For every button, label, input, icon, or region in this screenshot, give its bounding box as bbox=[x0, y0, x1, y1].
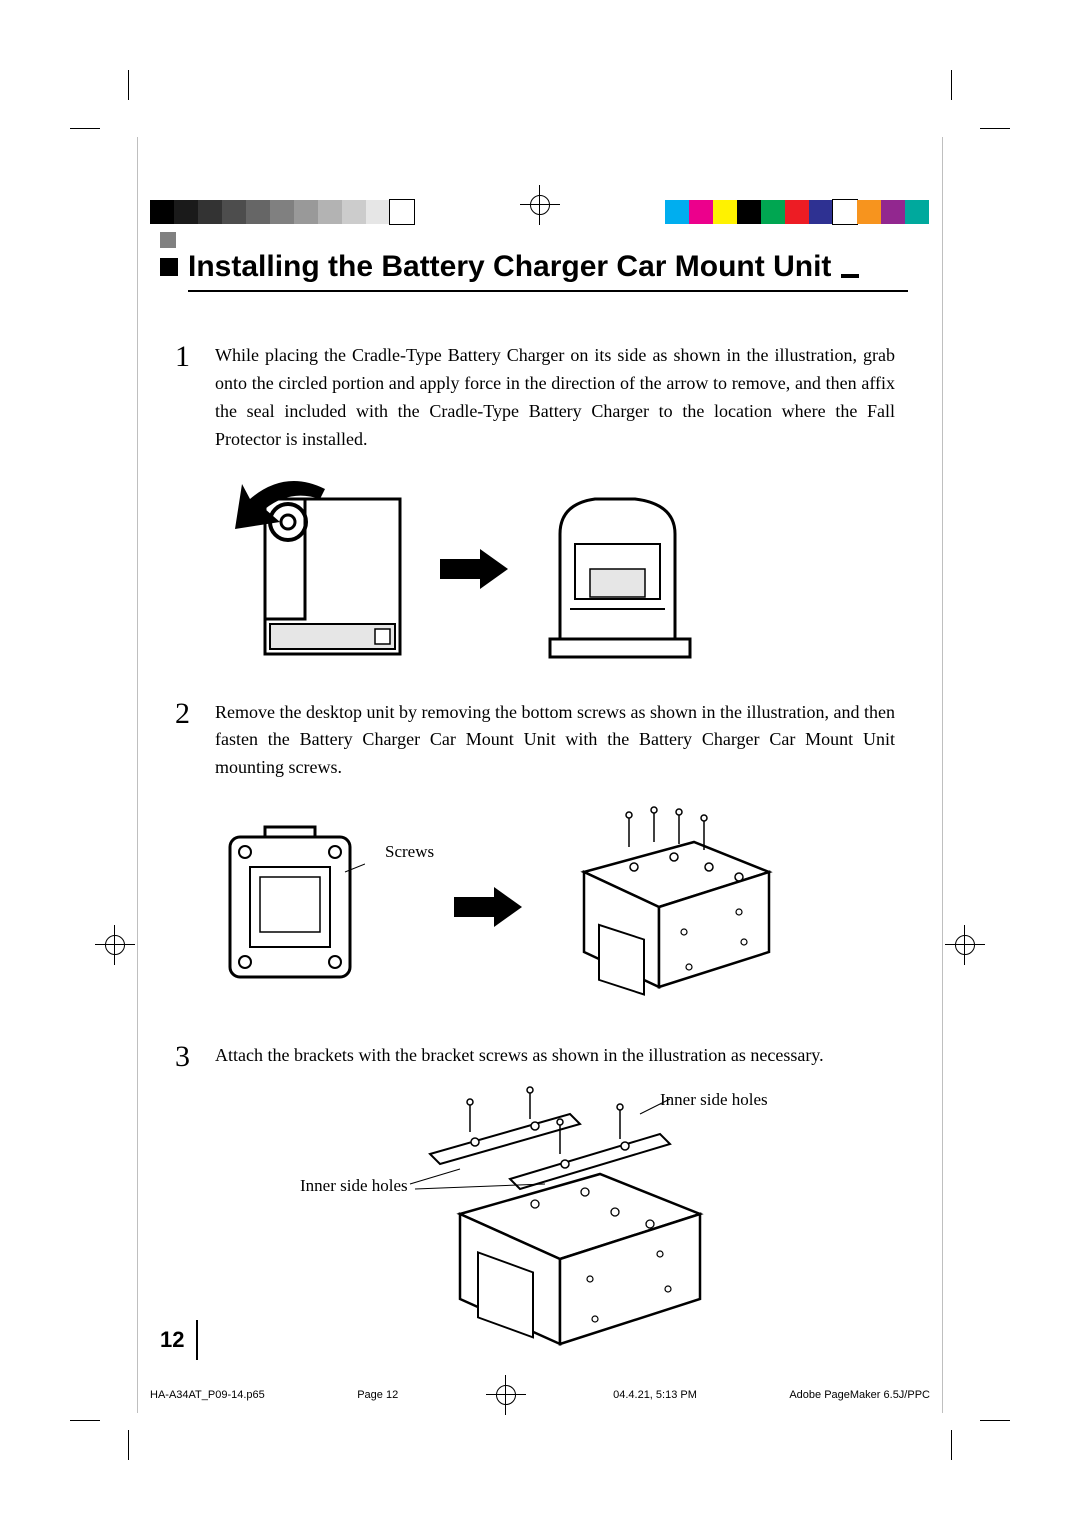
page-number-rule bbox=[196, 1320, 198, 1360]
crop-mark bbox=[951, 1430, 952, 1460]
step-text: While placing the Cradle-Type Battery Ch… bbox=[215, 342, 895, 454]
footer-app: Adobe PageMaker 6.5J/PPC bbox=[789, 1389, 930, 1401]
title-underline bbox=[188, 290, 908, 292]
step-3: 3 Attach the brackets with the bracket s… bbox=[160, 1042, 920, 1072]
crop-mark bbox=[128, 70, 129, 100]
step-3-illustration: Inner side holes Inner side holes bbox=[280, 1084, 920, 1364]
registration-mark bbox=[100, 930, 130, 960]
cradle-upright-diagram bbox=[540, 474, 700, 664]
step-1-illustration bbox=[230, 474, 920, 664]
crop-mark bbox=[70, 128, 100, 129]
arrow-icon bbox=[440, 549, 510, 589]
registration-mark bbox=[950, 930, 980, 960]
step-number: 2 bbox=[160, 699, 190, 783]
title-decor-square bbox=[160, 232, 176, 248]
screws-label: Screws bbox=[385, 842, 434, 862]
step-text: Remove the desktop unit by removing the … bbox=[215, 699, 895, 783]
step-text: Attach the brackets with the bracket scr… bbox=[215, 1042, 895, 1072]
grayscale-colorbar bbox=[150, 200, 414, 224]
title-bullet-icon bbox=[160, 258, 178, 276]
bracket-assembly-diagram bbox=[400, 1084, 800, 1364]
inner-holes-label-left: Inner side holes bbox=[300, 1176, 408, 1196]
page-content: Installing the Battery Charger Car Mount… bbox=[160, 250, 920, 1364]
footer-page: Page 12 bbox=[357, 1389, 398, 1401]
cradle-side-diagram bbox=[230, 474, 410, 664]
registration-mark bbox=[491, 1380, 521, 1410]
registration-mark bbox=[525, 190, 555, 220]
crop-mark bbox=[70, 1420, 100, 1421]
step-2-illustration: Screws bbox=[215, 802, 920, 1012]
crop-mark bbox=[980, 1420, 1010, 1421]
step-number: 1 bbox=[160, 342, 190, 454]
print-footer: HA-A34AT_P09-14.p65 Page 12 04.4.21, 5:1… bbox=[150, 1380, 930, 1410]
step-2: 2 Remove the desktop unit by removing th… bbox=[160, 699, 920, 783]
frame-line bbox=[137, 137, 138, 1413]
page-number-box: 12 bbox=[160, 1320, 198, 1360]
mount-unit-diagram bbox=[544, 802, 784, 1012]
step-number: 3 bbox=[160, 1042, 190, 1072]
section-title: Installing the Battery Charger Car Mount… bbox=[188, 250, 831, 284]
section-title-row: Installing the Battery Charger Car Mount… bbox=[160, 250, 920, 284]
page-number: 12 bbox=[160, 1327, 184, 1353]
title-dash-icon bbox=[841, 274, 859, 278]
process-colorbar bbox=[665, 200, 929, 224]
footer-filename: HA-A34AT_P09-14.p65 bbox=[150, 1389, 265, 1401]
crop-mark bbox=[980, 128, 1010, 129]
footer-datetime: 04.4.21, 5:13 PM bbox=[613, 1389, 697, 1401]
bottom-plate-diagram bbox=[215, 822, 365, 992]
crop-mark bbox=[951, 70, 952, 100]
frame-line bbox=[942, 137, 943, 1413]
step-1: 1 While placing the Cradle-Type Battery … bbox=[160, 342, 920, 454]
crop-mark bbox=[128, 1430, 129, 1460]
arrow-icon bbox=[454, 887, 524, 927]
